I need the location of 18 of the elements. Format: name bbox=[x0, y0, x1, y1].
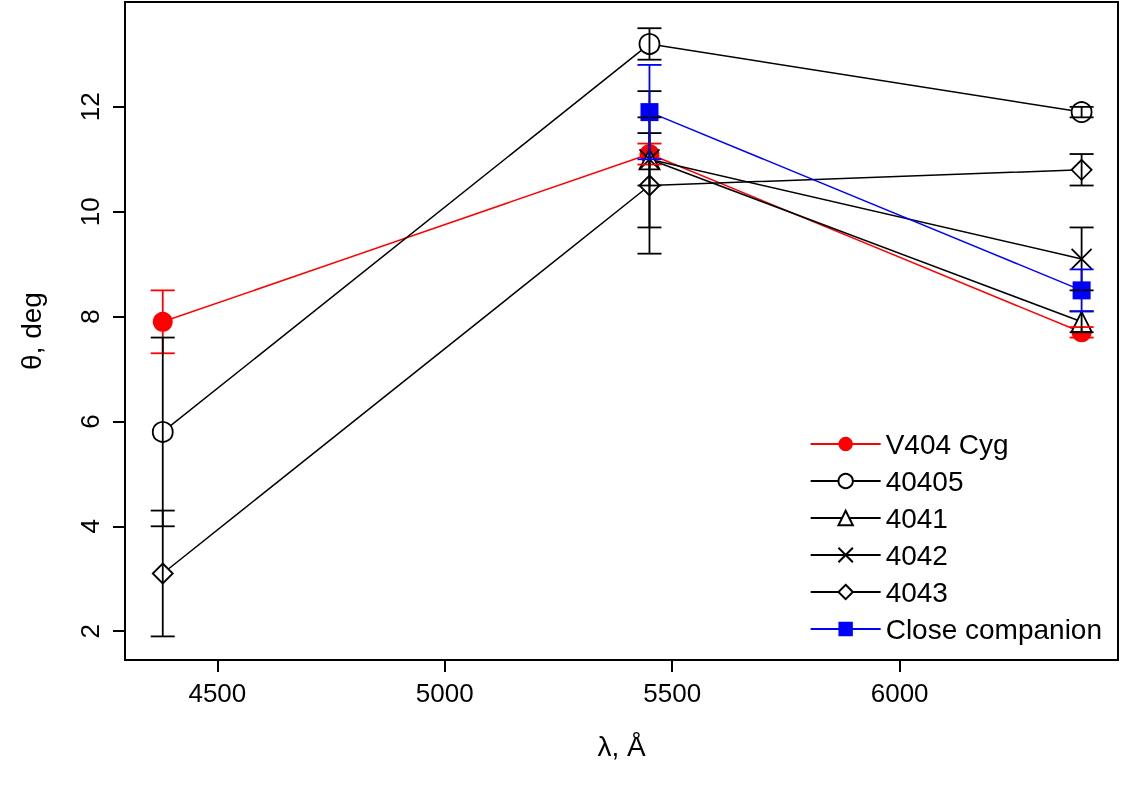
y-tick-label: 6 bbox=[75, 414, 105, 429]
y-tick-label: 8 bbox=[75, 309, 105, 324]
legend-label: V404 Cyg bbox=[885, 428, 1009, 460]
legend-label: 4042 bbox=[885, 539, 948, 571]
x-axis-title: λ, Å bbox=[597, 730, 646, 762]
legend-label: 4043 bbox=[885, 576, 948, 608]
y-tick-label: 12 bbox=[75, 92, 105, 122]
y-tick-label: 10 bbox=[75, 197, 105, 227]
y-tick-label: 2 bbox=[75, 623, 105, 639]
legend-label: 40405 bbox=[885, 465, 964, 497]
y-tick-label: 4 bbox=[75, 519, 105, 534]
x-tick-label: 4500 bbox=[188, 678, 247, 708]
x-tick-label: 5500 bbox=[643, 678, 702, 708]
x-tick-label: 6000 bbox=[870, 678, 929, 708]
x-tick-label: 5000 bbox=[415, 678, 474, 708]
legend-label: Close companion bbox=[885, 613, 1102, 645]
legend-label: 4041 bbox=[885, 502, 948, 534]
y-axis-title: θ, deg bbox=[15, 292, 47, 370]
